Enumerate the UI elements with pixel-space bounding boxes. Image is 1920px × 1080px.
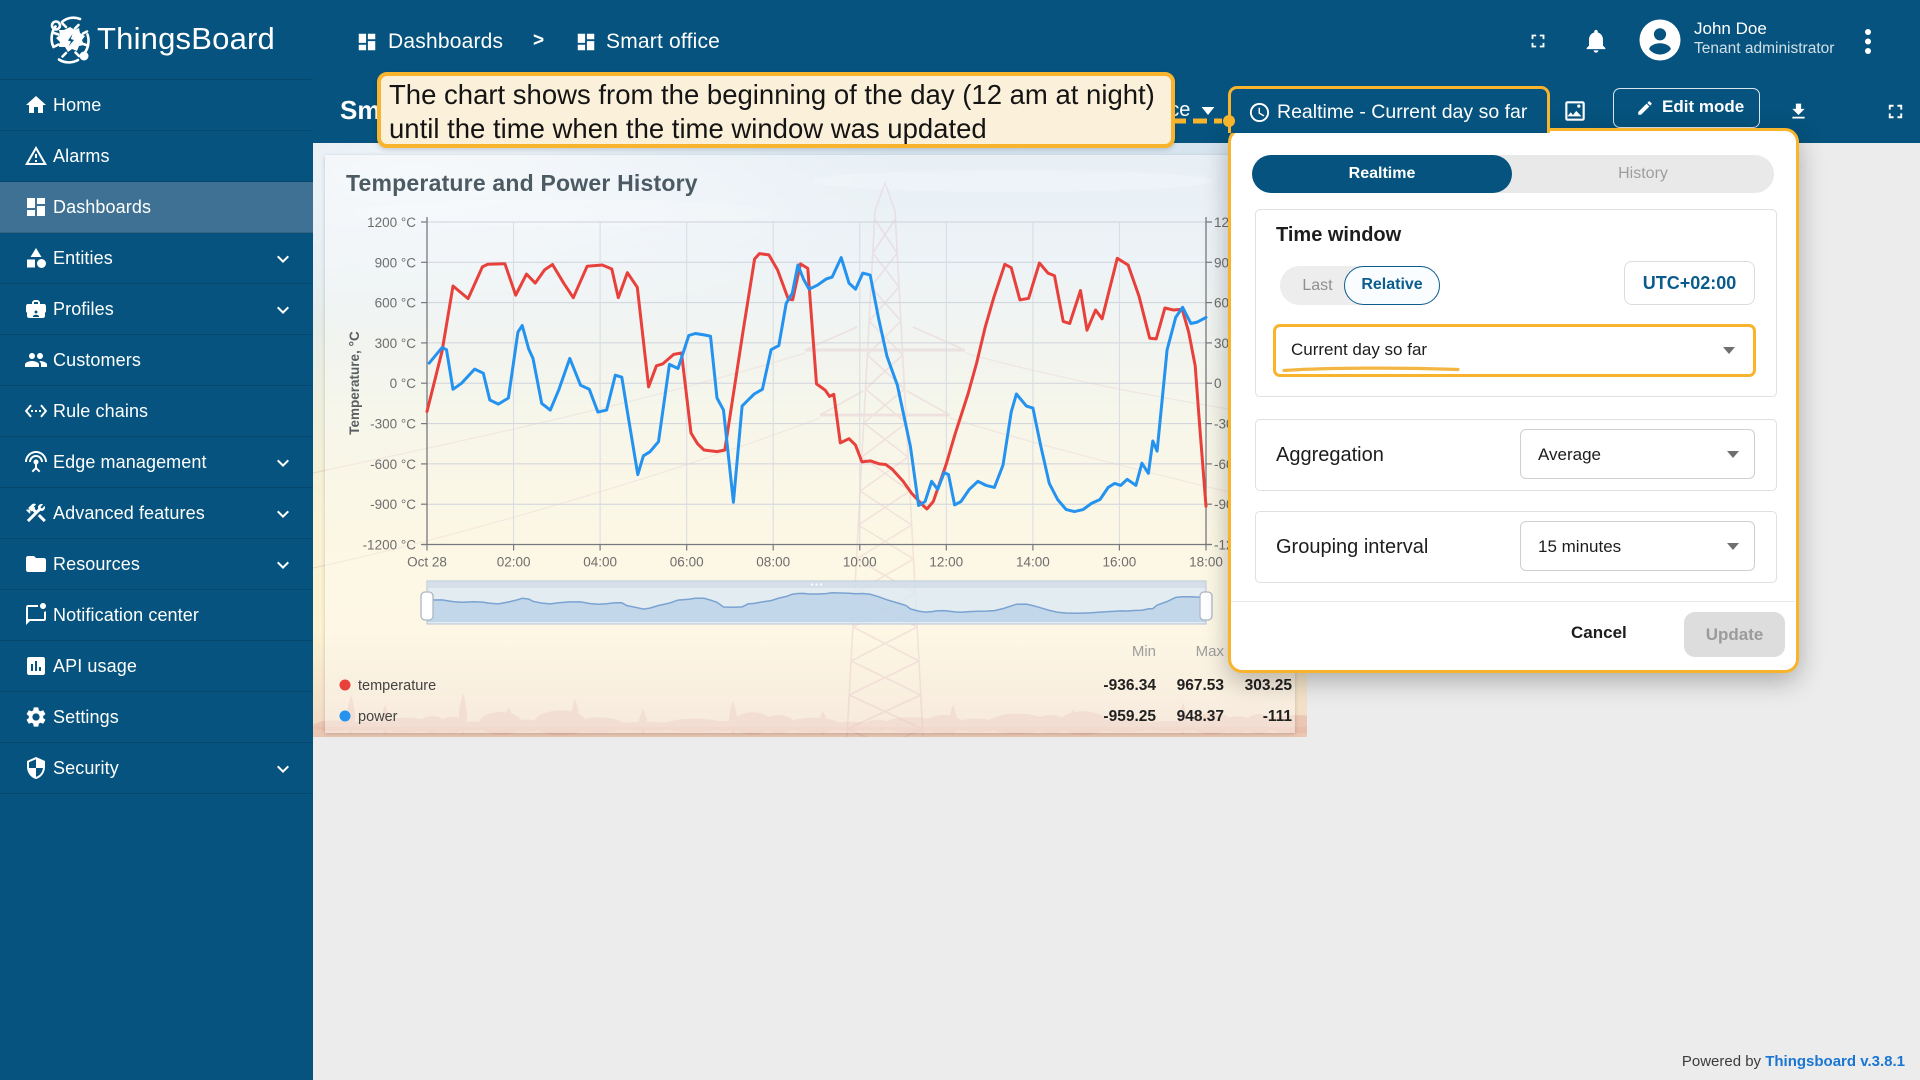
svg-text:16:00: 16:00 xyxy=(1103,555,1137,570)
svg-text:12:00: 12:00 xyxy=(929,555,963,570)
svg-text:Oct 28: Oct 28 xyxy=(407,555,447,570)
svg-text:-900 °C: -900 °C xyxy=(370,497,416,512)
svg-text:Min: Min xyxy=(1132,643,1156,660)
svg-text:948.37: 948.37 xyxy=(1177,708,1224,725)
svg-text:Temperature, °C: Temperature, °C xyxy=(347,331,362,435)
svg-text:900 °C: 900 °C xyxy=(375,255,417,270)
svg-text:300 °C: 300 °C xyxy=(375,336,417,351)
svg-text:06:00: 06:00 xyxy=(670,555,704,570)
svg-text:power: power xyxy=(358,709,398,725)
svg-text:-959.25: -959.25 xyxy=(1103,708,1156,725)
svg-text:303.25: 303.25 xyxy=(1245,677,1293,694)
svg-text:14:00: 14:00 xyxy=(1016,555,1050,570)
svg-text:967.53: 967.53 xyxy=(1177,677,1225,694)
svg-text:10:00: 10:00 xyxy=(843,555,877,570)
svg-text:-300 °C: -300 °C xyxy=(370,417,416,432)
svg-text:600 °C: 600 °C xyxy=(375,296,417,311)
svg-text:0: 0 xyxy=(1214,376,1222,391)
svg-text:-1200 °C: -1200 °C xyxy=(363,538,417,553)
svg-text:-600 °C: -600 °C xyxy=(370,457,416,472)
svg-text:08:00: 08:00 xyxy=(756,555,790,570)
svg-text:Max: Max xyxy=(1196,643,1225,660)
svg-text:-111: -111 xyxy=(1263,708,1293,725)
svg-text:1200 °C: 1200 °C xyxy=(367,215,416,230)
svg-text:0 °C: 0 °C xyxy=(390,376,417,391)
svg-text:02:00: 02:00 xyxy=(497,555,531,570)
svg-text:-936.34: -936.34 xyxy=(1103,677,1156,694)
svg-text:18:00: 18:00 xyxy=(1189,555,1223,570)
svg-text:04:00: 04:00 xyxy=(583,555,617,570)
svg-text:temperature: temperature xyxy=(358,678,436,694)
